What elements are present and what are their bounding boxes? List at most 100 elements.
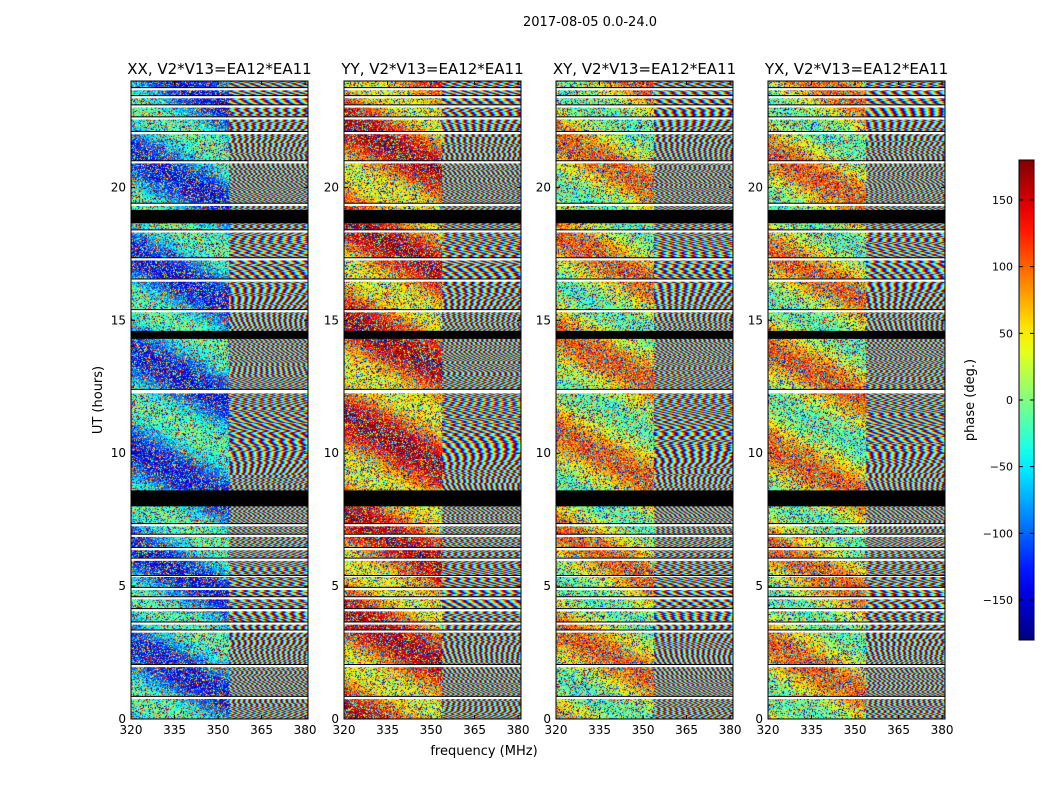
flagged-band <box>556 558 733 561</box>
colorbar: −150 −100 −50 0 50 100 150 <box>983 159 1035 641</box>
x-tick-label: 335 <box>376 723 399 737</box>
flagged-band <box>344 257 521 261</box>
flagged-band <box>131 608 308 612</box>
y-tick-label: 20 <box>324 180 339 194</box>
flagged-band <box>344 608 521 612</box>
flagged-band <box>556 116 733 120</box>
flagged-band <box>556 203 733 206</box>
x-axis-label: frequency (MHz) <box>430 744 537 759</box>
phase-heatmap <box>556 81 733 719</box>
flagged-band <box>556 490 733 507</box>
y-tick-label: 5 <box>755 579 763 593</box>
flagged-band <box>556 257 733 261</box>
flagged-band <box>768 95 945 99</box>
flagged-band <box>131 95 308 99</box>
flagged-band <box>556 160 733 164</box>
panel-frame <box>767 80 946 720</box>
x-tick-label: 335 <box>163 723 186 737</box>
y-axis-label: UT (hours) <box>91 366 106 434</box>
y-tick-label: 5 <box>118 579 126 593</box>
colorbar-tick-label: −100 <box>983 527 1013 540</box>
flagged-band <box>768 209 945 224</box>
flagged-band <box>768 608 945 612</box>
flagged-band <box>344 587 521 591</box>
flagged-band <box>344 95 521 99</box>
panels: XX, V2*V13=EA12*EA11 320 335 350 365 380 0 5 10 1… <box>111 60 954 737</box>
panel-2: YY, V2*V13=EA12*EA11 320 335 350 365 380 0 5 10 1… <box>324 60 530 737</box>
flagged-band <box>556 587 733 591</box>
panel-title: YY, V2*V13=EA12*EA11 <box>340 60 523 78</box>
colorbar-tick-label: 0 <box>1006 394 1013 407</box>
flagged-band <box>768 309 945 313</box>
panel-frame <box>343 80 522 720</box>
x-tick-label: 365 <box>887 723 910 737</box>
flagged-band <box>556 596 733 600</box>
flagged-band <box>131 629 308 633</box>
y-tick-label: 15 <box>748 313 763 327</box>
x-tick-label: 380 <box>294 723 317 737</box>
flagged-band <box>344 389 521 394</box>
y-tick-label: 0 <box>118 712 126 726</box>
flagged-band <box>344 629 521 633</box>
flagged-band <box>768 229 945 233</box>
x-tick-label: 350 <box>632 723 655 737</box>
flagged-band <box>556 664 733 668</box>
x-tick-label: 365 <box>675 723 698 737</box>
flagged-band <box>131 596 308 600</box>
y-tick-label: 10 <box>748 446 763 460</box>
flagged-band <box>768 558 945 561</box>
phase-heatmap <box>344 81 521 719</box>
flagged-band <box>768 621 945 625</box>
y-tick-label: 10 <box>111 446 126 460</box>
phase-heatmap <box>768 81 945 719</box>
flagged-band <box>556 696 733 700</box>
flagged-band <box>344 160 521 164</box>
flagged-band <box>344 116 521 120</box>
flagged-band <box>344 490 521 507</box>
y-tick-label: 0 <box>755 712 763 726</box>
x-tick-label: 335 <box>588 723 611 737</box>
flagged-band <box>344 575 521 577</box>
flagged-band <box>768 490 945 507</box>
y-tick-label: 20 <box>111 180 126 194</box>
flagged-band <box>131 330 308 339</box>
flagged-band <box>768 696 945 700</box>
flagged-band <box>131 523 308 527</box>
y-tick-label: 10 <box>536 446 551 460</box>
flagged-band <box>131 309 308 313</box>
y-tick-label: 20 <box>536 180 551 194</box>
flagged-band <box>131 547 308 551</box>
flagged-band <box>768 116 945 120</box>
panel-1: XX, V2*V13=EA12*EA11 320 335 350 365 380 0 5 10 1… <box>111 60 317 737</box>
colorbar-label: phase (deg.) <box>963 359 978 441</box>
flagged-band <box>556 523 733 527</box>
flagged-band <box>131 558 308 561</box>
flagged-band <box>344 209 521 224</box>
y-tick-label: 15 <box>536 313 551 327</box>
flagged-band <box>131 490 308 507</box>
flagged-band <box>556 389 733 394</box>
flagged-band <box>768 160 945 164</box>
flagged-band <box>556 104 733 108</box>
flagged-band <box>556 131 733 135</box>
y-tick-label: 20 <box>748 180 763 194</box>
colorbar-tick-label: 150 <box>992 194 1013 207</box>
flagged-band <box>131 203 308 206</box>
flagged-band <box>344 229 521 233</box>
flagged-band <box>131 575 308 577</box>
panel-title: XY, V2*V13=EA12*EA11 <box>553 60 736 78</box>
flagged-band <box>556 95 733 99</box>
flagged-band <box>131 534 308 537</box>
flagged-band <box>768 547 945 551</box>
x-tick-label: 320 <box>120 723 143 737</box>
flagged-band <box>131 209 308 224</box>
flagged-band <box>344 558 521 561</box>
flagged-band <box>768 534 945 537</box>
flagged-band <box>556 309 733 313</box>
flagged-band <box>768 104 945 108</box>
flagged-band <box>768 575 945 577</box>
flagged-band <box>556 629 733 633</box>
flagged-band <box>344 104 521 108</box>
flagged-band <box>556 621 733 625</box>
flagged-band <box>344 279 521 282</box>
